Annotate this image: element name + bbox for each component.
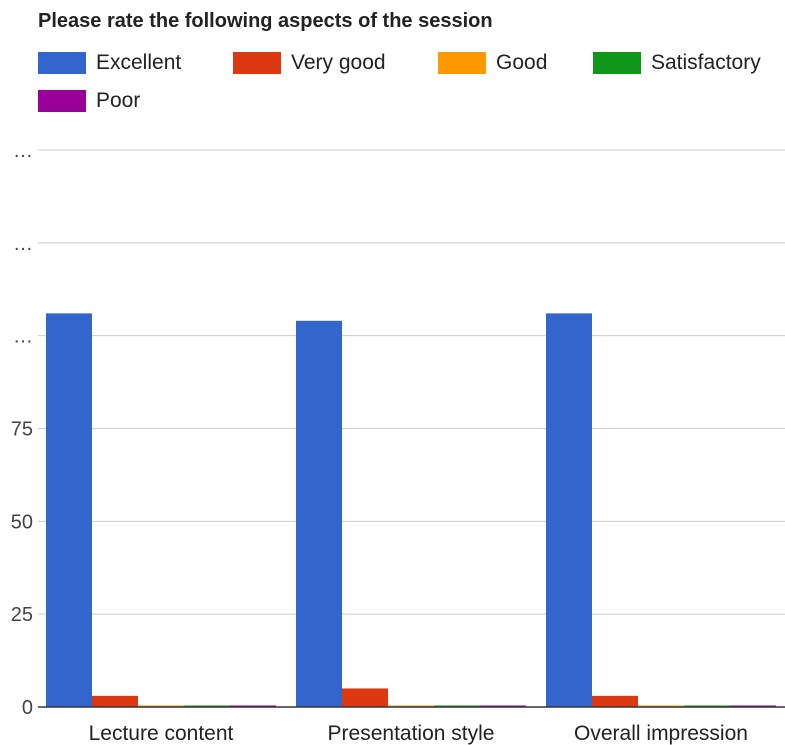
bar <box>46 313 92 707</box>
x-tick-label: Lecture content <box>89 722 234 745</box>
legend-label: Satisfactory <box>651 51 761 74</box>
bar <box>592 695 638 707</box>
legend-swatch <box>38 90 86 112</box>
legend-item: Satisfactory <box>593 48 761 78</box>
legend-label: Excellent <box>96 51 182 74</box>
chart-title: Please rate the following aspects of the… <box>38 10 493 32</box>
y-tick-label: … <box>13 140 33 162</box>
legend-item: Poor <box>38 86 140 116</box>
legend-swatch <box>593 52 641 74</box>
legend-item: Excellent <box>38 48 181 78</box>
y-tick-label: 25 <box>11 604 33 626</box>
y-tick-label: … <box>13 233 33 255</box>
legend-swatch <box>38 52 86 74</box>
bar <box>296 320 342 707</box>
y-tick-label: … <box>13 326 33 348</box>
legend-swatch <box>233 52 281 74</box>
legend-label: Very good <box>291 51 386 74</box>
x-tick-label: Overall impression <box>574 722 748 745</box>
bar <box>546 313 592 707</box>
y-tick-label: 75 <box>11 419 33 441</box>
legend-label: Good <box>496 51 548 74</box>
bar <box>92 695 138 707</box>
x-tick-label: Presentation style <box>328 722 495 745</box>
legend: Excellent Very good Good Satisfactory Poor <box>38 48 783 128</box>
y-tick-label: 0 <box>22 697 33 719</box>
legend-item: Good <box>438 48 547 78</box>
legend-swatch <box>438 52 486 74</box>
legend-label: Poor <box>96 89 141 112</box>
y-tick-label: 50 <box>11 511 33 533</box>
legend-item: Very good <box>233 48 386 78</box>
bar <box>342 688 388 707</box>
